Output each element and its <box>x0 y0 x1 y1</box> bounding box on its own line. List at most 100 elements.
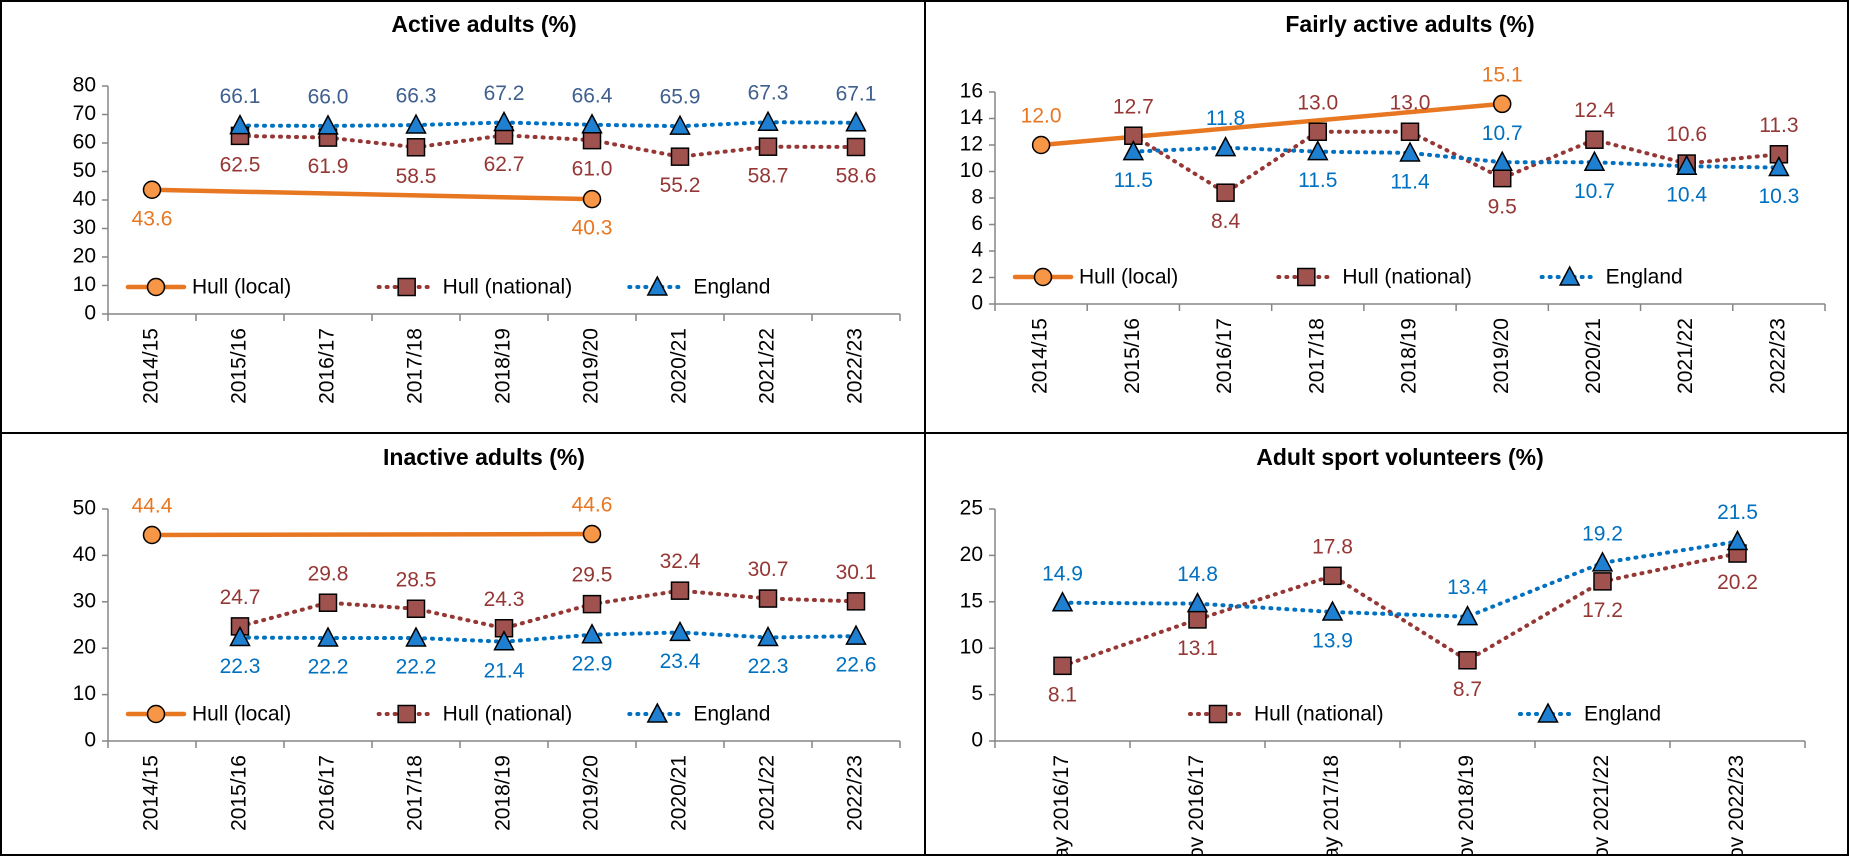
legend-marker <box>1537 702 1559 723</box>
data-label: 22.6 <box>836 654 877 677</box>
y-tick-label: 6 <box>971 212 983 235</box>
chart-title: Active adults (%) <box>391 11 576 37</box>
data-label: 21.5 <box>1717 501 1758 524</box>
data-label: 30.7 <box>748 558 789 581</box>
y-tick-label: 40 <box>73 543 96 566</box>
y-tick-label: 14 <box>960 106 984 129</box>
legend-marker <box>1297 267 1316 287</box>
series-line <box>1131 145 1781 170</box>
data-label: 66.4 <box>572 84 613 107</box>
marker <box>1726 529 1749 551</box>
marker <box>406 138 426 157</box>
data-label: 8.1 <box>1048 683 1077 706</box>
data-label: 58.6 <box>836 165 877 188</box>
data-label: 8.4 <box>1211 210 1241 233</box>
data-label: 17.2 <box>1582 599 1623 622</box>
marker <box>493 630 515 651</box>
marker <box>846 592 866 611</box>
marker <box>1585 130 1604 149</box>
data-label: 13.4 <box>1447 576 1488 599</box>
series-line <box>1131 129 1781 196</box>
series-line <box>238 120 858 129</box>
series-line <box>238 630 858 644</box>
chart: Adult sport volunteers (%) 0 5 10 15 20 25 May … <box>960 444 1806 856</box>
marker <box>1051 591 1074 612</box>
data-label: 14.8 <box>1177 563 1218 586</box>
x-tick-label: 2014/15 <box>1029 318 1052 394</box>
data-label: 58.5 <box>396 165 437 188</box>
data-label: 67.1 <box>836 82 877 105</box>
data-label: 66.0 <box>308 85 349 108</box>
chart-title: Fairly active adults (%) <box>1285 11 1534 37</box>
x-tick-label: May 2016/17 <box>1050 755 1073 856</box>
marker <box>757 110 779 131</box>
data-label: 66.1 <box>220 85 261 108</box>
data-label: 22.2 <box>308 656 349 679</box>
marker <box>405 113 427 134</box>
y-tick-label: 0 <box>84 729 96 752</box>
y-tick-label: 25 <box>960 497 983 520</box>
data-label: 22.9 <box>572 652 613 675</box>
marker <box>1491 150 1513 171</box>
data-label: 44.6 <box>572 494 613 517</box>
marker <box>1458 651 1477 670</box>
legend-marker <box>646 275 669 296</box>
marker <box>758 137 778 156</box>
y-tick-label: 20 <box>73 245 96 268</box>
marker <box>582 524 602 544</box>
data-label: 10.7 <box>1482 122 1523 145</box>
marker <box>317 626 339 647</box>
y-tick-label: 10 <box>73 273 96 296</box>
chart: Active adults (%) 0 10 20 30 40 50 60 70 80 2014/1… <box>73 11 901 404</box>
x-tick-label: 2019/20 <box>580 755 603 831</box>
data-label: 20.2 <box>1717 571 1758 594</box>
marker <box>1492 94 1512 114</box>
data-label: 10.6 <box>1666 123 1707 146</box>
data-label: 32.4 <box>660 550 701 573</box>
marker <box>317 114 339 135</box>
marker <box>846 137 866 157</box>
data-label: 13.9 <box>1312 630 1353 653</box>
x-tick-label: 2020/21 <box>1582 318 1605 394</box>
data-label: 8.7 <box>1453 678 1482 701</box>
legend-label: Hull (local) <box>192 703 291 726</box>
legend-marker <box>1208 704 1228 724</box>
x-tick-label: 2014/15 <box>140 328 163 404</box>
marker <box>1216 183 1235 202</box>
data-label: 22.2 <box>396 656 437 679</box>
legend-marker <box>1033 267 1053 287</box>
data-label: 23.4 <box>660 650 701 673</box>
x-tick-label: 2018/19 <box>492 328 515 404</box>
data-label: 62.7 <box>484 153 525 176</box>
data-label: 44.4 <box>132 495 173 518</box>
y-tick-label: 50 <box>73 159 96 182</box>
marker <box>1186 592 1209 613</box>
legend-label: Hull (local) <box>192 276 291 299</box>
marker <box>845 624 867 645</box>
marker <box>142 525 162 545</box>
y-tick-label: 60 <box>73 131 96 154</box>
x-tick-label: 2016/17 <box>316 328 339 404</box>
legend-label: Hull (national) <box>1254 703 1384 726</box>
marker <box>1307 140 1329 161</box>
series-line <box>149 531 595 538</box>
series-line <box>1060 551 1740 668</box>
marker <box>1308 122 1328 141</box>
data-label: 15.1 <box>1482 63 1523 86</box>
y-tick-label: 0 <box>971 292 983 315</box>
series-line <box>238 133 858 159</box>
marker <box>1053 656 1072 676</box>
marker <box>669 114 691 135</box>
data-label: 10.7 <box>1574 180 1615 203</box>
data-label: 12.7 <box>1113 95 1154 118</box>
series-line <box>238 588 858 631</box>
x-tick-label: 2016/17 <box>1213 318 1236 394</box>
data-label: 55.2 <box>660 174 701 197</box>
x-tick-label: 2017/18 <box>1305 318 1328 394</box>
data-label: 62.5 <box>220 153 261 176</box>
x-tick-label: 2019/20 <box>580 328 603 404</box>
marker <box>1399 141 1421 162</box>
x-tick-label: 2022/23 <box>844 328 867 404</box>
